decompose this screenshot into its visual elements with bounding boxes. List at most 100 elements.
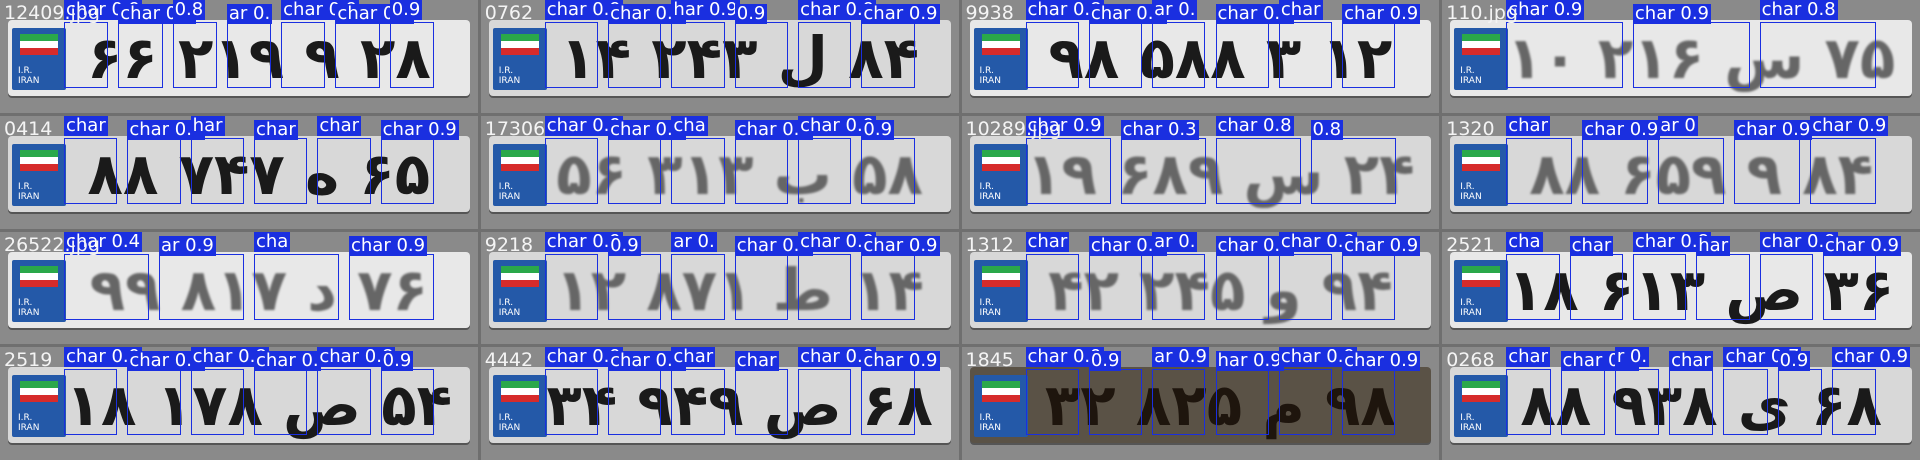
char-bounding-box: [1506, 137, 1573, 204]
char-confidence-label: char 0.9: [64, 347, 143, 368]
result-tile: 12409.jpg I.R. IRAN ۲۸ ۹ ۲۱۹ ۶۶ char 0.9 char…: [0, 0, 478, 113]
char-confidence-label: 0.9: [1088, 350, 1122, 372]
char-bounding-box: [544, 137, 599, 204]
char-confidence-label: char 0.9: [861, 3, 940, 24]
char-bounding-box: [226, 22, 272, 88]
char-confidence-label: char 0.: [254, 350, 321, 372]
char-bounding-box: [190, 369, 244, 436]
iran-flag-icon: I.R. IRAN: [1454, 143, 1509, 206]
char-bounding-box: [671, 369, 725, 436]
char-bounding-box: [1759, 22, 1877, 88]
char-bounding-box: [1506, 22, 1623, 88]
char-confidence-label: char 0.9: [1342, 350, 1421, 372]
license-plate: I.R. IRAN ۳۶ ص ۶۱۳ ۱۸: [1450, 251, 1912, 328]
license-plate: I.R. IRAN ۶۸ ص ۹۴۹ ۳۴: [488, 367, 951, 444]
char-confidence-label: har: [1696, 234, 1731, 256]
char-bounding-box: [1810, 137, 1877, 204]
char-bounding-box: [1310, 137, 1396, 204]
char-confidence-label: char 0.5: [1088, 3, 1167, 24]
char-confidence-label: char: [1569, 234, 1614, 256]
char-bounding-box: [335, 22, 380, 88]
char-confidence-label: char 0.9: [1278, 231, 1357, 252]
char-bounding-box: [118, 22, 163, 88]
char-confidence-label: char: [671, 347, 716, 368]
char-bounding-box: [1614, 369, 1660, 436]
char-confidence-label: char: [317, 115, 362, 136]
result-tile: 2519 I.R. IRAN ۵۴ ص ۱۷۸ ۱۸ char 0.9 char 0.8 c…: [0, 347, 478, 460]
tile-filename: 10289.jpg: [965, 117, 1062, 140]
char-bounding-box: [380, 137, 434, 204]
char-confidence-label: char: [64, 115, 108, 136]
char-bounding-box: [1025, 22, 1079, 88]
tile-filename: 0762: [484, 2, 534, 24]
char-confidence-label: char 0.9: [1506, 0, 1585, 20]
iran-flag-icon: I.R. IRAN: [492, 259, 547, 322]
char-confidence-label: char 0.9: [1025, 347, 1104, 368]
char-bounding-box: [544, 253, 599, 320]
char-bounding-box: [389, 22, 434, 88]
license-plate: I.R. IRAN ۹۸ م ۸۲۵ ۳۲: [969, 367, 1432, 444]
result-tile: 26522.jpg I.R. IRAN ۷۶ د ۸۱۷ ۹۹ char 0.4 ar 0…: [0, 231, 478, 345]
char-confidence-label: ar 0.: [1152, 231, 1198, 252]
char-bounding-box: [254, 137, 308, 204]
char-bounding-box: [608, 137, 662, 204]
tile-filename: 1320: [1446, 117, 1495, 140]
tile-filename: 17306: [484, 117, 546, 140]
char-bounding-box: [64, 22, 109, 88]
char-bounding-box: [1342, 253, 1396, 320]
char-bounding-box: [127, 369, 181, 436]
char-bounding-box: [1215, 137, 1301, 204]
plate-characters: ۱۴ ط ۸۷۱ ۱۲: [555, 255, 924, 324]
license-plate: I.R. IRAN ۵۸ ب ۳۱۳ ۵۶: [488, 135, 951, 212]
char-confidence-label: har 0.9: [1215, 350, 1284, 372]
char-bounding-box: [1025, 137, 1111, 204]
char-confidence-label: char 0.9: [734, 118, 813, 140]
char-confidence-label: char 0.8: [1025, 0, 1104, 20]
char-confidence-label: har 0.9: [671, 0, 740, 20]
char-bounding-box: [380, 369, 434, 436]
char-bounding-box: [349, 253, 434, 320]
char-confidence-label: char 0.9: [1342, 234, 1421, 256]
char-confidence-label: char 0.8: [127, 350, 206, 372]
tile-filename: 0268: [1446, 349, 1495, 372]
char-confidence-label: char 0.9: [798, 0, 877, 20]
tile-filename: 4442: [484, 349, 534, 372]
plate-characters: ۶۸ ی ۹۳۸ ۸۸: [1520, 371, 1882, 440]
char-bounding-box: [671, 137, 725, 204]
char-confidence-label: char 0.4: [64, 231, 143, 252]
char-confidence-label: char 0.5: [1215, 3, 1294, 24]
char-bounding-box: [1152, 253, 1206, 320]
char-bounding-box: [861, 137, 915, 204]
char-confidence-label: char: [1025, 231, 1070, 252]
license-plate: I.R. IRAN ۲۸ ۹ ۲۱۹ ۶۶: [8, 20, 470, 96]
tile-filename: 9938: [965, 2, 1014, 24]
char-confidence-label: 0.9: [734, 3, 768, 24]
char-confidence-label: r 0.: [1614, 347, 1650, 368]
char-confidence-label: char 0.8: [1215, 115, 1294, 136]
char-confidence-label: ar 0.9: [1152, 347, 1209, 368]
license-plate: I.R. IRAN ۹۴ و ۲۴۵ ۴۲: [969, 251, 1432, 328]
license-plate: I.R. IRAN ۸۴ ل ۲۴۳ ۱۴: [488, 20, 951, 96]
char-confidence-label: char 0.9: [861, 234, 940, 256]
char-bounding-box: [608, 253, 662, 320]
char-bounding-box: [1506, 369, 1551, 436]
char-bounding-box: [172, 22, 217, 88]
iran-flag-icon: I.R. IRAN: [973, 28, 1028, 90]
char-confidence-label: char 0.9: [1215, 234, 1294, 256]
char-confidence-label: ar 0: [1658, 115, 1698, 136]
char-bounding-box: [671, 253, 725, 320]
char-confidence-label: char: [1669, 350, 1713, 372]
result-tile: 0762 I.R. IRAN ۸۴ ل ۲۴۳ ۱۴ char 0.9 char 0.9 h…: [480, 0, 959, 113]
char-bounding-box: [1278, 22, 1333, 88]
result-tile: 110.jpg I.R. IRAN ۷۵ س ۲۱۶ ۱۰ char 0.9 char 0…: [1442, 0, 1920, 113]
license-plate: I.R. IRAN ۷۵ س ۲۱۶ ۱۰: [1450, 20, 1912, 96]
char-bounding-box: [159, 253, 244, 320]
char-confidence-label: 0.9: [861, 118, 895, 140]
char-bounding-box: [1088, 22, 1143, 88]
char-bounding-box: [798, 137, 852, 204]
result-tile: 2521 I.R. IRAN ۳۶ ص ۶۱۳ ۱۸ cha char char 0.8 ha…: [1442, 231, 1920, 345]
char-bounding-box: [734, 369, 789, 436]
char-bounding-box: [1632, 22, 1750, 88]
char-bounding-box: [861, 22, 915, 88]
